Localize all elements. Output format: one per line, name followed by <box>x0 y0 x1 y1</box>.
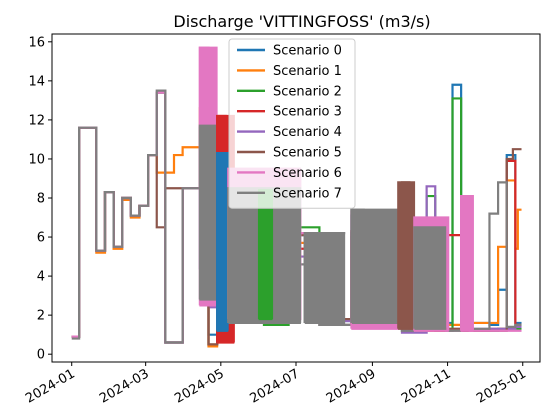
y-tick-label-4: 8 <box>37 192 45 207</box>
legend-label-3: Scenario 3 <box>273 105 342 120</box>
oscillation-band-9 <box>350 208 399 325</box>
oscillation-band-3 <box>216 152 229 332</box>
y-tick-label-7: 14 <box>28 74 45 89</box>
legend-label-5: Scenario 5 <box>273 146 342 161</box>
legend-label-4: Scenario 4 <box>273 125 342 140</box>
x-tick-label-2: 2024-05 <box>172 366 227 406</box>
oscillation-band-13 <box>460 194 474 332</box>
x-tick-label-4: 2024-09 <box>324 366 379 406</box>
y-tick-label-2: 4 <box>37 270 45 285</box>
legend-label-7: Scenario 7 <box>273 186 342 201</box>
y-tick-label-6: 12 <box>28 113 45 128</box>
oscillation-band-7 <box>303 232 346 325</box>
legend-label-2: Scenario 2 <box>273 84 342 99</box>
x-tick-label-5: 2024-11 <box>399 366 454 406</box>
y-tick-label-5: 10 <box>28 152 45 167</box>
x-tick-label-3: 2024-07 <box>247 366 302 406</box>
legend-label-6: Scenario 6 <box>273 166 342 181</box>
legend-label-0: Scenario 0 <box>273 44 342 59</box>
y-tick-label-8: 16 <box>28 35 45 50</box>
legend-label-1: Scenario 1 <box>273 64 342 79</box>
oscillation-band-1 <box>198 124 218 301</box>
x-tick-label-0: 2024-01 <box>23 366 78 406</box>
y-tick-label-3: 6 <box>37 231 45 246</box>
legend-box <box>228 38 356 209</box>
oscillation-band-10 <box>397 181 416 330</box>
oscillation-band-6 <box>257 189 274 321</box>
chart-title: Discharge 'VITTINGFOSS' (m3/s) <box>173 12 430 31</box>
legend: Scenario 0 Scenario 1 Scenario 2 Scenario 3… <box>228 38 356 209</box>
x-tick-label-6: 2025-01 <box>474 366 529 406</box>
x-tick-label-1: 2024-03 <box>97 366 152 406</box>
y-tick-label-0: 0 <box>37 348 45 363</box>
oscillation-band-12 <box>413 226 447 330</box>
y-tick-label-1: 2 <box>37 309 45 324</box>
